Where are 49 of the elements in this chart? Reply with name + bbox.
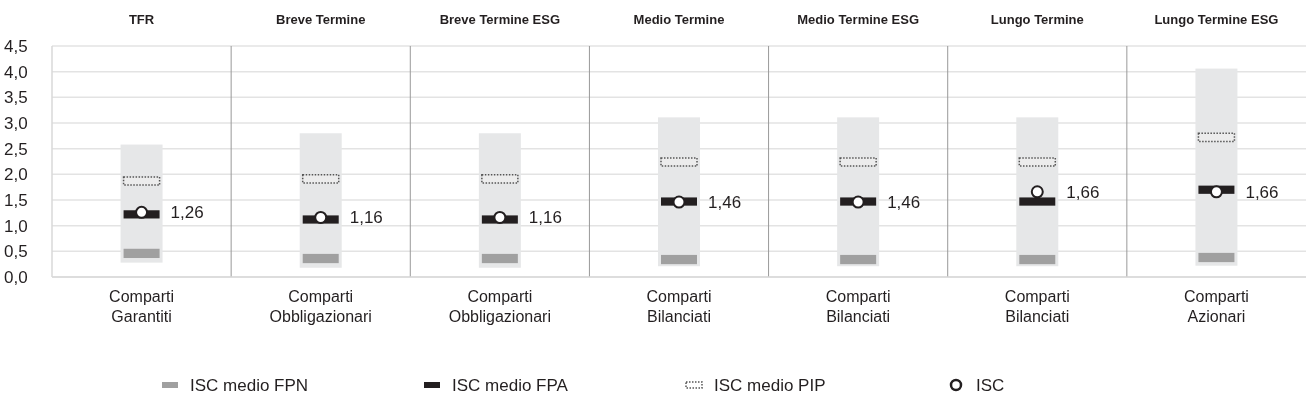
bar: [1019, 254, 1056, 265]
text: Breve Termine: [276, 12, 366, 27]
y-tick-label: 2,0: [4, 165, 28, 185]
legend-label: ISC: [976, 375, 1005, 395]
data-label: 1,16: [349, 208, 383, 228]
x-tick-label: Comparti Bilanciati: [646, 288, 712, 325]
y-tick-label: 1,5: [4, 190, 28, 210]
text: Breve Termine ESG: [439, 12, 561, 27]
bar: [481, 253, 518, 264]
y-tick-label: 3,5: [4, 88, 28, 108]
x-tick-label: Comparti Obbligazionari: [448, 288, 551, 325]
point: [851, 195, 865, 209]
point: [135, 205, 149, 219]
x-tick-label: Comparti Bilanciati: [1004, 288, 1070, 325]
x-tick-label: Comparti Bilanciati: [825, 288, 891, 325]
text: Medio Termine ESG: [797, 12, 920, 27]
y-tick-label: 0,0: [4, 267, 28, 287]
x-tick-label: Comparti Garantiti: [109, 288, 175, 325]
data-label: 1,66: [1245, 182, 1279, 202]
bar: [1198, 252, 1235, 263]
text: Lungo Termine ESG: [1154, 12, 1279, 27]
point: [1030, 185, 1044, 199]
y-tick-label: 3,0: [4, 113, 28, 133]
legend-label: ISC medio PIP: [714, 375, 826, 395]
legend-label: ISC medio FPA: [452, 375, 569, 395]
x-tick-label: Comparti Azionari: [1183, 288, 1249, 325]
y-tick-label: 1,0: [4, 216, 28, 236]
point: [1209, 185, 1223, 199]
y-tick-label: 4,0: [4, 62, 28, 82]
y-tick-label: 2,5: [4, 139, 28, 159]
point: [493, 210, 507, 224]
point: [314, 210, 328, 224]
y-tick-label: 0,5: [4, 242, 28, 262]
x-tick-label: Comparti Obbligazionari: [269, 288, 372, 325]
legend-label: ISC medio FPN: [190, 375, 309, 395]
bar: [123, 248, 160, 259]
text: Medio Termine: [633, 12, 725, 27]
bar: [840, 254, 877, 265]
text: Lungo Termine: [990, 12, 1084, 27]
bar: [661, 254, 697, 265]
data-label: 1,46: [708, 193, 742, 212]
data-label: 1,16: [528, 208, 562, 228]
point: [672, 195, 686, 209]
text: TFR: [128, 12, 155, 27]
bar: [302, 253, 339, 264]
data-label: 1,46: [887, 193, 921, 212]
y-tick-label: 4,5: [4, 36, 28, 56]
data-label: 1,26: [170, 203, 204, 223]
data-label: 1,66: [1066, 182, 1100, 202]
